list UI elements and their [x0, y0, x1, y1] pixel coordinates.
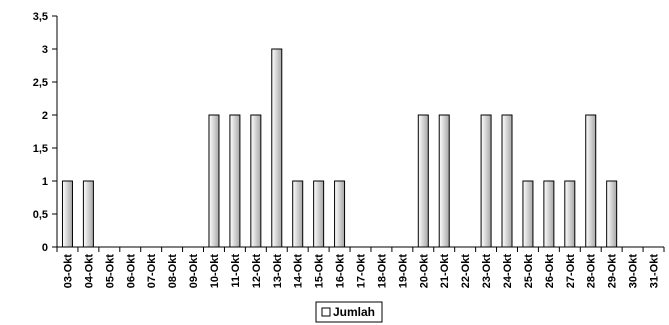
bar-14-Okt — [292, 180, 304, 248]
x-tick-label: 28-Okt — [586, 254, 598, 289]
bar-23-Okt — [480, 114, 492, 248]
legend-swatch — [321, 307, 331, 317]
y-tick-label: 0 — [42, 242, 48, 254]
legend-box — [315, 301, 383, 323]
x-tick-label: 04-Okt — [83, 254, 95, 289]
y-tick-label: 2 — [42, 110, 48, 122]
bar-11-Okt — [229, 114, 241, 248]
x-tick-label: 17-Okt — [356, 254, 368, 289]
x-tick-label: 10-Okt — [209, 254, 221, 289]
bar-15-Okt — [313, 180, 325, 248]
bar-26-Okt — [543, 180, 555, 248]
x-tick-label: 14-Okt — [293, 254, 305, 289]
bar-21-Okt — [438, 114, 450, 248]
y-tick-label: 2,5 — [33, 77, 48, 89]
legend-label: Jumlah — [333, 305, 375, 319]
bar-25-Okt — [522, 180, 534, 248]
bars — [61, 48, 618, 248]
x-tick-label: 06-Okt — [125, 254, 137, 289]
bar-04-Okt — [82, 180, 94, 248]
x-tick-label: 03-Okt — [62, 254, 74, 289]
x-tick-label: 12-Okt — [251, 254, 263, 289]
y-axis: 0 0,5 1 1,5 2 2,5 3 3,5 — [33, 11, 58, 254]
x-tick-label: 09-Okt — [188, 254, 200, 289]
x-tick-label: 13-Okt — [272, 254, 284, 289]
x-tick-label: 07-Okt — [146, 254, 158, 289]
x-tick-label: 23-Okt — [481, 254, 493, 289]
y-tick-label: 3,5 — [33, 11, 48, 23]
x-tick-label: 16-Okt — [335, 254, 347, 289]
y-tick-label: 3 — [42, 44, 48, 56]
bar-12-Okt — [250, 114, 262, 248]
x-tick-label: 25-Okt — [523, 254, 535, 289]
bar-27-Okt — [564, 180, 576, 248]
x-tick-label: 20-Okt — [418, 254, 430, 289]
x-tick-label: 19-Okt — [397, 254, 409, 289]
x-tick-label: 30-Okt — [628, 254, 640, 289]
x-tick-label: 24-Okt — [502, 254, 514, 289]
x-tick-label: 27-Okt — [565, 254, 577, 289]
y-tick-label: 1 — [42, 176, 48, 188]
x-axis: 03-Okt 04-Okt 05-Okt 06-Okt 07-Okt 08-Okt 09-O… — [56, 246, 665, 289]
x-tick-label: 11-Okt — [230, 254, 242, 288]
bar-28-Okt — [585, 114, 597, 248]
x-tick-label: 22-Okt — [460, 254, 472, 289]
x-tick-label: 21-Okt — [439, 254, 451, 289]
bar-13-Okt — [271, 48, 283, 248]
x-tick-label: 08-Okt — [167, 254, 179, 289]
bar-29-Okt — [606, 180, 618, 248]
y-tick-label: 1,5 — [33, 143, 48, 155]
bar-20-Okt — [417, 114, 429, 248]
bar-24-Okt — [501, 114, 513, 248]
x-tick-label: 18-Okt — [376, 254, 388, 289]
bar-16-Okt — [334, 180, 346, 248]
legend: Jumlah — [315, 301, 383, 323]
x-tick-label: 05-Okt — [104, 254, 116, 289]
bar-03-Okt — [61, 180, 73, 248]
x-tick-label: 26-Okt — [544, 254, 556, 289]
bar-10-Okt — [208, 114, 220, 248]
x-tick-label: 31-Okt — [649, 254, 661, 289]
x-tick-label: 29-Okt — [607, 254, 619, 289]
x-tick-label: 15-Okt — [314, 254, 326, 289]
y-tick-label: 0,5 — [33, 209, 48, 221]
